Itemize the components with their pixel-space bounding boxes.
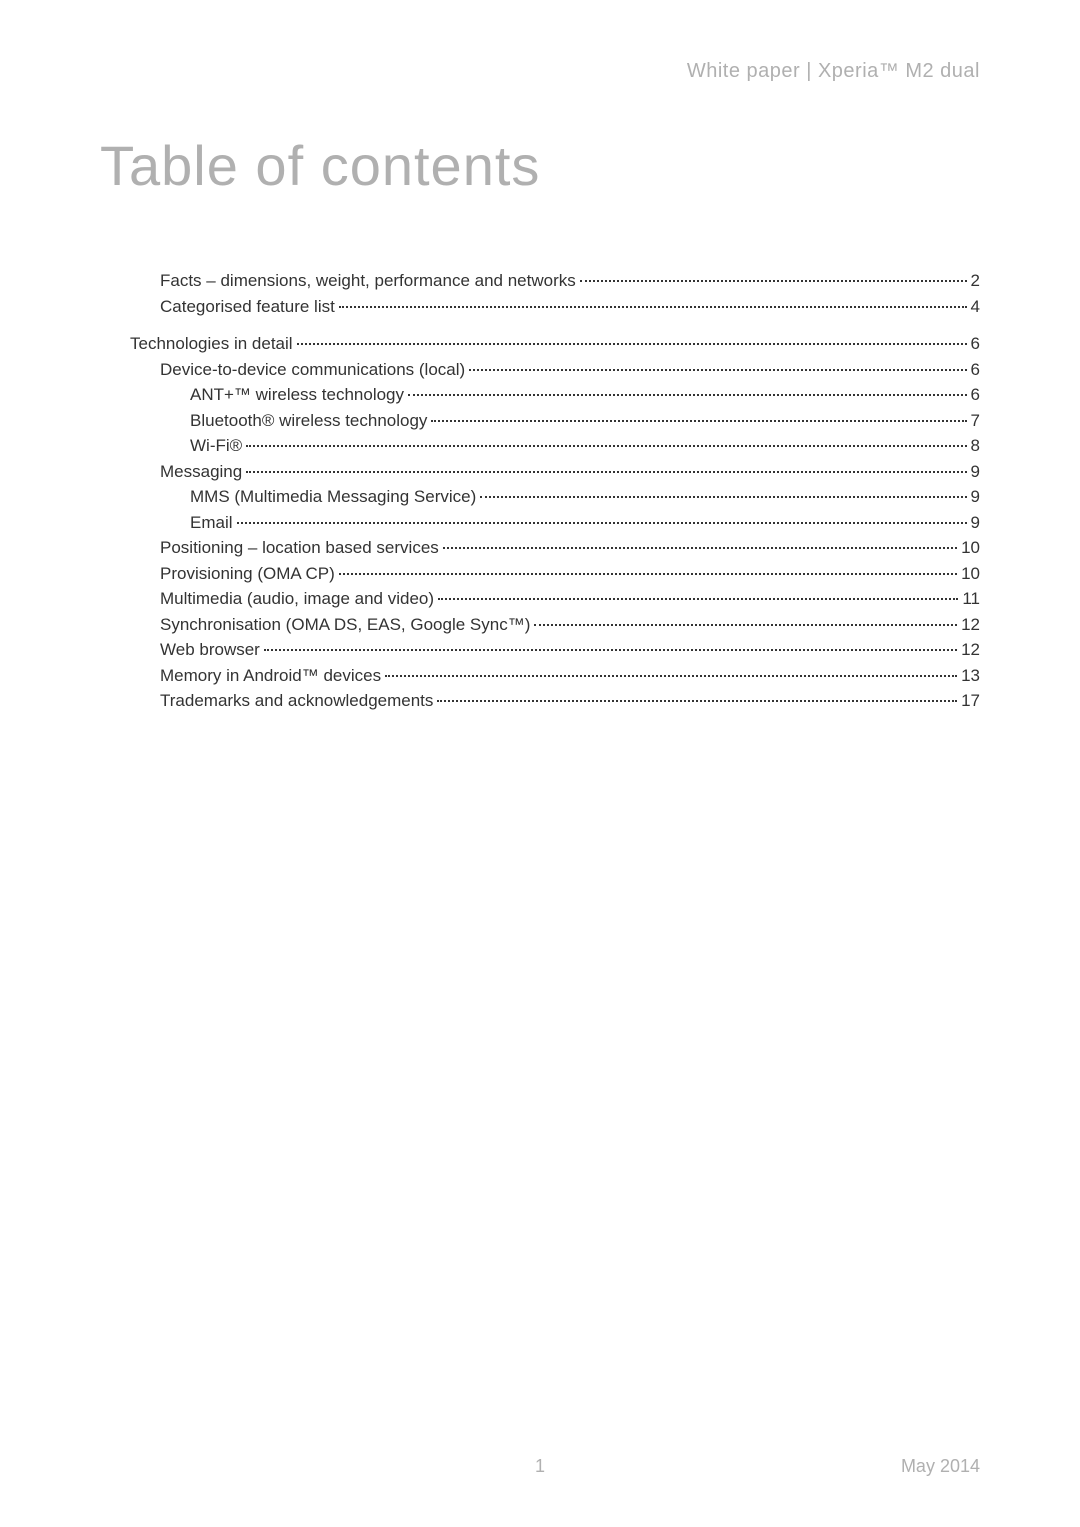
toc-entry-label: Web browser [160, 637, 260, 663]
toc-entry-label: Synchronisation (OMA DS, EAS, Google Syn… [160, 612, 530, 638]
toc-entry: ANT+™ wireless technology 6 [190, 382, 980, 408]
toc-entry-page: 8 [971, 433, 980, 459]
toc-entry-label: Messaging [160, 459, 242, 485]
section-gap [130, 319, 980, 331]
toc-dots [339, 306, 967, 308]
toc-entry-page: 6 [971, 331, 980, 357]
toc-entry: Trademarks and acknowledgements 17 [160, 688, 980, 714]
toc-dots [264, 649, 957, 651]
toc-entry-label: Trademarks and acknowledgements [160, 688, 433, 714]
toc-dots [534, 624, 957, 626]
page-number: 1 [535, 1456, 545, 1477]
toc-entry-label: Categorised feature list [160, 294, 335, 320]
footer-date: May 2014 [901, 1456, 980, 1477]
page-container: White paper | Xperia™ M2 dual Table of c… [0, 0, 1080, 1527]
toc-dots [246, 471, 966, 473]
toc-dots [469, 369, 966, 371]
page-title: Table of contents [100, 133, 980, 198]
toc-entry-page: 13 [961, 663, 980, 689]
toc-list: Facts – dimensions, weight, performance … [100, 268, 980, 714]
toc-entry-label: Facts – dimensions, weight, performance … [160, 268, 576, 294]
toc-entry: Email 9 [190, 510, 980, 536]
toc-entry: Web browser 12 [160, 637, 980, 663]
toc-dots [297, 343, 967, 345]
toc-entry-label: Bluetooth® wireless technology [190, 408, 427, 434]
toc-entry-label: Technologies in detail [130, 331, 293, 357]
page-footer: 1 May 2014 [100, 1456, 980, 1477]
toc-entry-page: 10 [961, 561, 980, 587]
document-header: White paper | Xperia™ M2 dual [100, 60, 980, 83]
toc-entry-page: 12 [961, 612, 980, 638]
toc-entry-page: 12 [961, 637, 980, 663]
toc-entry: Wi-Fi® 8 [190, 433, 980, 459]
toc-entry-label: MMS (Multimedia Messaging Service) [190, 484, 476, 510]
toc-entry-page: 9 [971, 510, 980, 536]
toc-entry-page: 17 [961, 688, 980, 714]
toc-entry: Memory in Android™ devices 13 [160, 663, 980, 689]
toc-entry-label: Multimedia (audio, image and video) [160, 586, 434, 612]
toc-entry-label: Memory in Android™ devices [160, 663, 381, 689]
toc-entry-label: Wi-Fi® [190, 433, 242, 459]
toc-dots [408, 394, 967, 396]
toc-dots [431, 420, 966, 422]
toc-entry-label: Device-to-device communications (local) [160, 357, 465, 383]
toc-entry-label: Email [190, 510, 233, 536]
toc-entry-page: 9 [971, 484, 980, 510]
toc-dots [385, 675, 957, 677]
toc-entry: Messaging 9 [160, 459, 980, 485]
toc-dots [580, 280, 967, 282]
toc-dots [480, 496, 966, 498]
toc-entry-label: Provisioning (OMA CP) [160, 561, 335, 587]
toc-dots [339, 573, 957, 575]
toc-entry-label: Positioning – location based services [160, 535, 439, 561]
toc-entry-page: 11 [962, 586, 980, 612]
toc-entry-page: 2 [971, 268, 980, 294]
toc-entry: Provisioning (OMA CP) 10 [160, 561, 980, 587]
toc-entry: Synchronisation (OMA DS, EAS, Google Syn… [160, 612, 980, 638]
toc-dots [443, 547, 957, 549]
toc-entry: Device-to-device communications (local) … [160, 357, 980, 383]
toc-dots [437, 700, 957, 702]
toc-entry: Facts – dimensions, weight, performance … [160, 268, 980, 294]
toc-entry-page: 4 [971, 294, 980, 320]
toc-dots [237, 522, 967, 524]
toc-entry: Bluetooth® wireless technology 7 [190, 408, 980, 434]
toc-entry-page: 7 [971, 408, 980, 434]
toc-dots [438, 598, 958, 600]
toc-entry: Positioning – location based services 10 [160, 535, 980, 561]
toc-entry-page: 6 [971, 382, 980, 408]
toc-dots [246, 445, 966, 447]
toc-entry: Categorised feature list 4 [160, 294, 980, 320]
toc-entry: Technologies in detail 6 [130, 331, 980, 357]
toc-entry-page: 9 [971, 459, 980, 485]
toc-entry-page: 10 [961, 535, 980, 561]
toc-entry: Multimedia (audio, image and video) 11 [160, 586, 980, 612]
toc-entry: MMS (Multimedia Messaging Service) 9 [190, 484, 980, 510]
toc-entry-page: 6 [971, 357, 980, 383]
toc-entry-label: ANT+™ wireless technology [190, 382, 404, 408]
